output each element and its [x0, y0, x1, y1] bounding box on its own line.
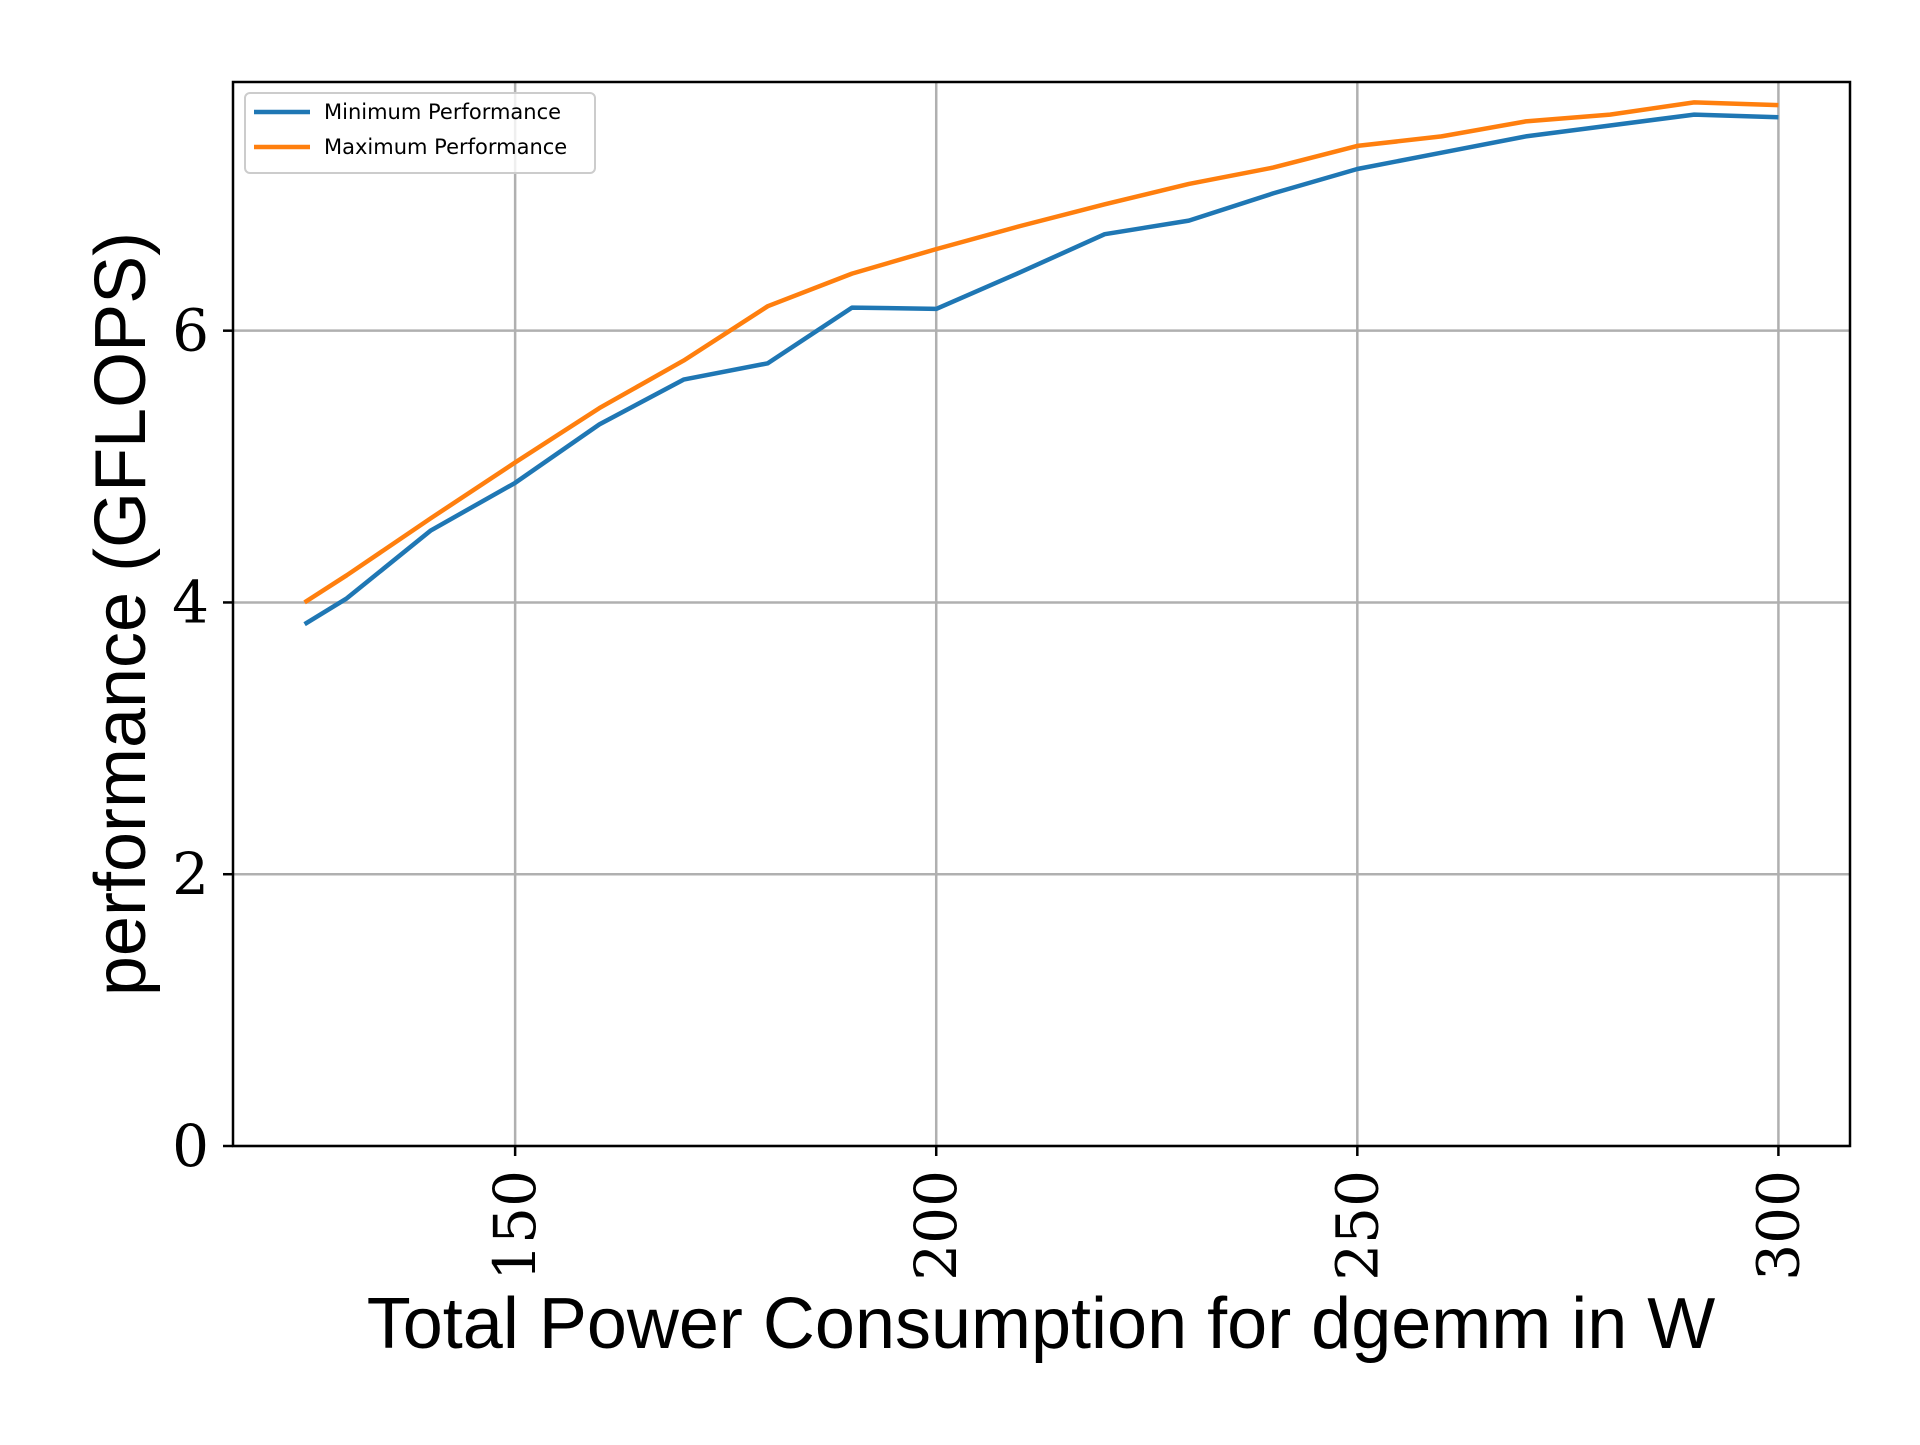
series-line-maximum-performance — [303, 100, 1779, 605]
x-tick-label: 150 — [481, 1170, 549, 1281]
legend-entries: Minimum Performance Maximum Performance — [254, 100, 567, 159]
series-line-minimum-performance — [303, 112, 1779, 627]
axis-ticks: 150 200 250 300 0 2 4 6 — [172, 297, 1812, 1281]
y-tick-label: 4 — [172, 568, 209, 636]
legend: Minimum Performance Maximum Performance — [244, 92, 596, 174]
legend-label-minimum-performance: Minimum Performance — [324, 100, 561, 124]
y-tick-label: 0 — [172, 1112, 209, 1180]
y-tick-label: 2 — [172, 840, 209, 908]
x-tick-label: 200 — [902, 1170, 970, 1281]
plot-frame — [231, 80, 1852, 1148]
y-axis-label: performance (GFLOPS) — [81, 232, 161, 996]
legend-label-maximum-performance: Maximum Performance — [324, 135, 567, 159]
series-lines — [303, 100, 1779, 627]
x-tick-label: 300 — [1744, 1170, 1812, 1281]
legend-box — [244, 92, 596, 174]
grid-lines — [233, 82, 1850, 1148]
x-tick-label: 250 — [1323, 1170, 1391, 1281]
y-tick-label: 6 — [172, 297, 209, 365]
x-axis-label: Total Power Consumption for dgemm in W — [367, 1284, 1716, 1364]
